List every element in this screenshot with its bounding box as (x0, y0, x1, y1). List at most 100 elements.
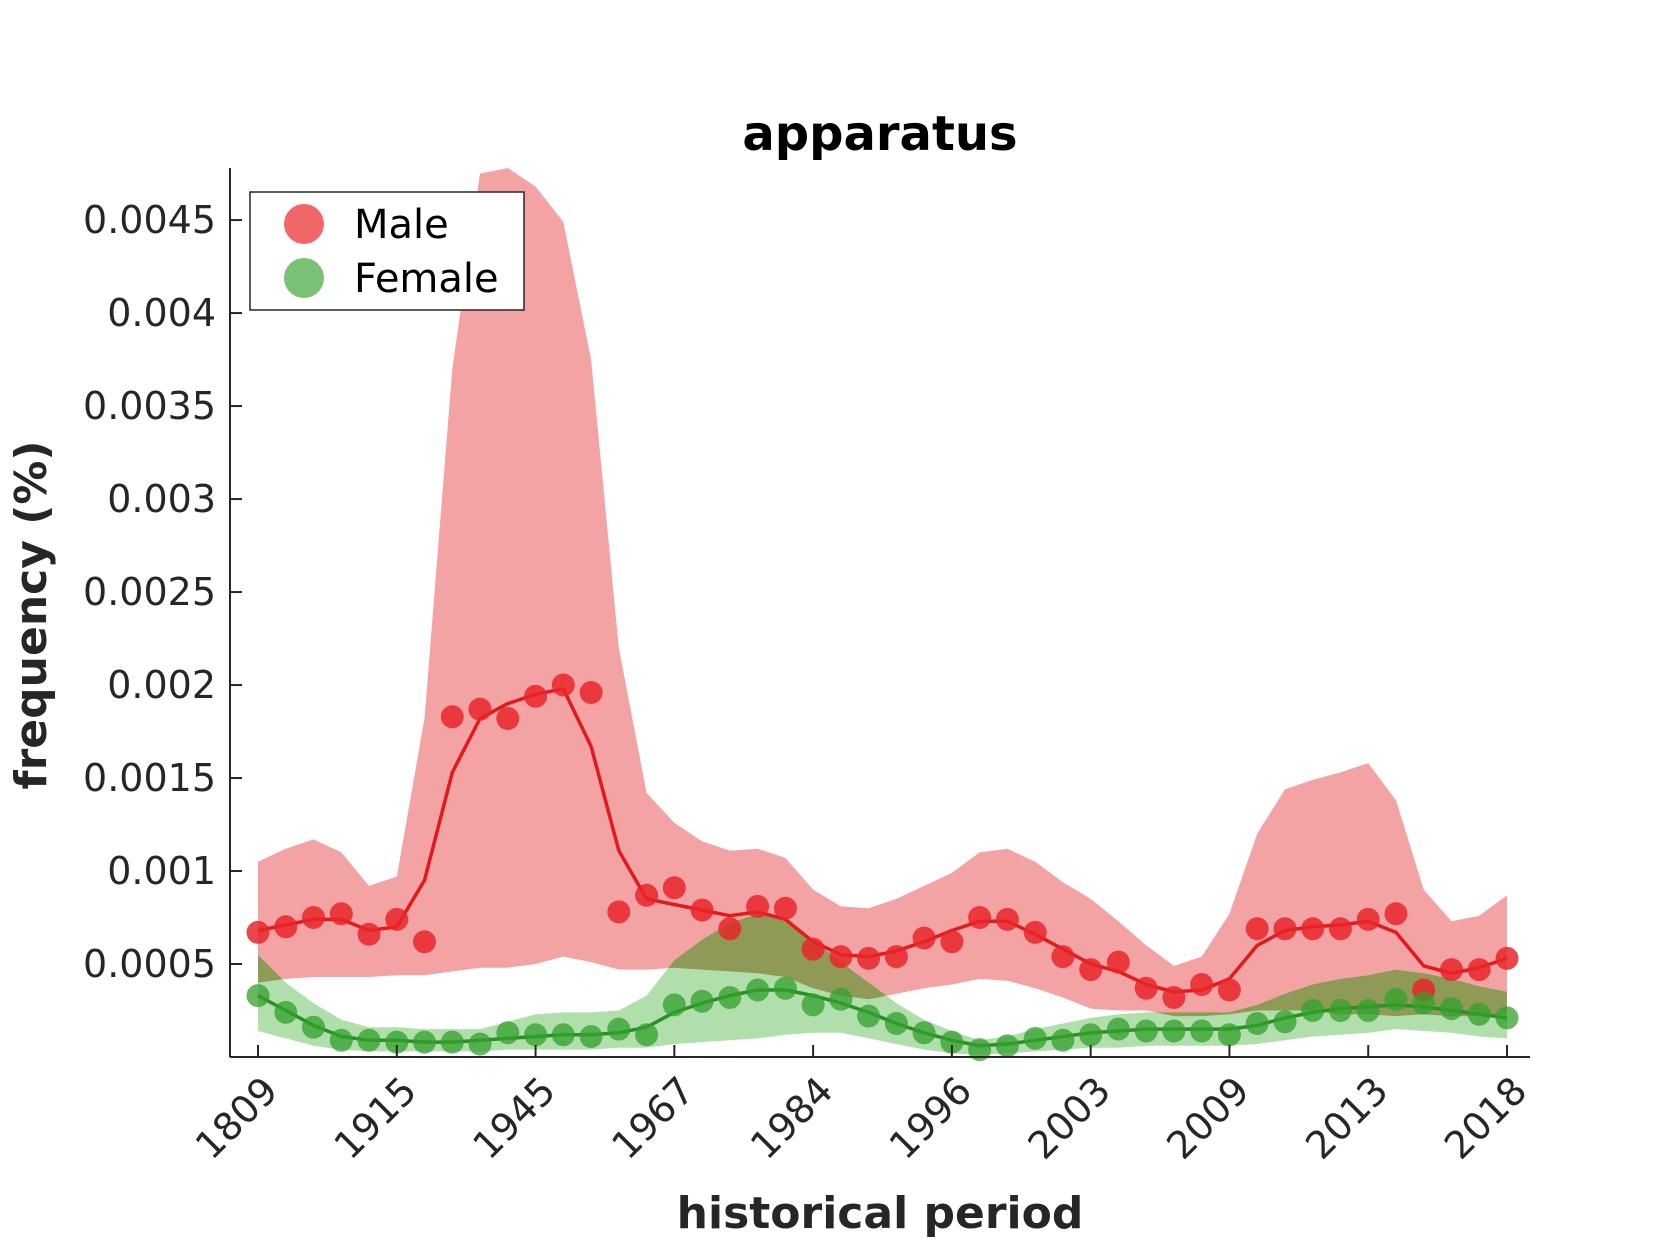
point-female-31 (1106, 1017, 1130, 1041)
point-female-39 (1329, 999, 1352, 1022)
point-male-0 (246, 920, 270, 944)
point-male-16 (690, 898, 714, 922)
legend-marker-male (284, 204, 324, 244)
point-male-6 (413, 930, 436, 954)
point-female-19 (773, 976, 797, 1000)
point-female-32 (1134, 1019, 1158, 1043)
point-male-31 (1106, 950, 1130, 974)
point-female-11 (551, 1023, 575, 1047)
point-male-38 (1301, 917, 1325, 941)
point-female-2 (302, 1015, 325, 1039)
point-male-3 (329, 902, 353, 926)
point-female-30 (1079, 1023, 1103, 1047)
point-female-15 (662, 993, 686, 1017)
y-tick-label-2: 0.0015 (83, 756, 216, 800)
band-male (258, 168, 1507, 1017)
point-female-26 (968, 1038, 992, 1062)
y-tick-label-3: 0.002 (107, 663, 216, 707)
point-male-37 (1273, 917, 1297, 941)
point-male-19 (773, 896, 797, 920)
point-female-35 (1217, 1023, 1241, 1047)
point-female-29 (1051, 1028, 1075, 1052)
point-female-9 (496, 1021, 520, 1045)
y-tick-label-8: 0.0045 (83, 198, 216, 242)
point-female-36 (1245, 1012, 1269, 1035)
y-axis-title: frequency (%) (6, 440, 57, 789)
point-female-4 (357, 1028, 381, 1052)
data-points (246, 673, 1519, 1062)
point-male-18 (746, 894, 770, 918)
point-female-10 (524, 1023, 548, 1047)
point-male-21 (829, 945, 853, 969)
point-female-24 (912, 1021, 936, 1045)
line-female (257, 988, 1508, 1048)
point-female-3 (329, 1028, 353, 1052)
point-female-45 (1495, 1006, 1519, 1030)
point-female-12 (579, 1025, 603, 1048)
line-male (257, 687, 1508, 994)
point-female-44 (1467, 1002, 1491, 1026)
y-tick-label-7: 0.004 (107, 291, 216, 335)
point-male-28 (1023, 920, 1047, 944)
x-tick-label-6: 2003 (1020, 1068, 1120, 1168)
x-tick-label-1: 1915 (326, 1068, 426, 1168)
axes (229, 168, 1530, 1058)
point-male-1 (274, 915, 298, 939)
point-male-8 (468, 697, 492, 721)
x-axis-ticks: 1809 1915 1945 1967 1984 1996 2003 2009 2013 2018 (187, 1045, 1535, 1168)
point-male-4 (357, 922, 381, 946)
x-tick-label-2: 1945 (464, 1068, 564, 1168)
point-male-9 (496, 707, 520, 730)
point-male-29 (1051, 945, 1075, 969)
point-female-5 (385, 1030, 409, 1054)
point-male-33 (1162, 986, 1186, 1009)
y-tick-label-4: 0.0025 (83, 570, 216, 614)
point-male-34 (1190, 973, 1214, 996)
smoothed-lines (257, 687, 1508, 1048)
point-male-43 (1440, 958, 1463, 982)
point-female-27 (995, 1034, 1019, 1058)
point-male-32 (1134, 976, 1158, 1000)
point-male-41 (1384, 902, 1408, 926)
point-male-24 (912, 926, 936, 950)
point-female-41 (1384, 987, 1408, 1011)
point-female-28 (1023, 1026, 1047, 1050)
point-male-14 (635, 883, 659, 907)
y-tick-label-0: 0.0005 (83, 942, 216, 986)
y-tick-label-1: 0.001 (107, 849, 216, 893)
point-male-10 (524, 684, 548, 708)
point-female-17 (718, 986, 742, 1009)
point-female-8 (468, 1032, 492, 1056)
point-male-44 (1467, 958, 1491, 982)
y-tick-label-6: 0.0035 (83, 384, 216, 428)
point-male-20 (801, 937, 825, 961)
x-tick-label-4: 1984 (742, 1068, 842, 1168)
point-male-7 (440, 705, 464, 729)
point-female-22 (857, 1004, 881, 1028)
point-male-36 (1245, 917, 1269, 941)
x-axis-title: historical period (677, 1188, 1084, 1239)
point-male-40 (1356, 907, 1380, 931)
point-male-26 (968, 906, 992, 929)
point-female-7 (440, 1030, 464, 1054)
point-female-38 (1301, 999, 1325, 1022)
x-tick-label-7: 2009 (1158, 1068, 1258, 1168)
legend-label-female: Female (354, 256, 499, 302)
point-female-1 (274, 1000, 298, 1024)
point-male-5 (385, 907, 409, 931)
point-male-39 (1329, 917, 1352, 941)
point-female-13 (607, 1017, 631, 1041)
point-female-34 (1190, 1019, 1214, 1043)
point-female-0 (246, 984, 270, 1008)
point-female-23 (884, 1012, 908, 1035)
legend: Male Female (249, 191, 525, 311)
chart-title: apparatus (742, 106, 1017, 162)
band-female (258, 913, 1507, 1056)
point-male-27 (995, 907, 1019, 931)
point-female-43 (1440, 997, 1463, 1021)
point-male-15 (662, 876, 686, 900)
point-male-13 (607, 900, 631, 924)
point-male-12 (579, 681, 603, 704)
x-tick-label-5: 1996 (881, 1068, 981, 1168)
